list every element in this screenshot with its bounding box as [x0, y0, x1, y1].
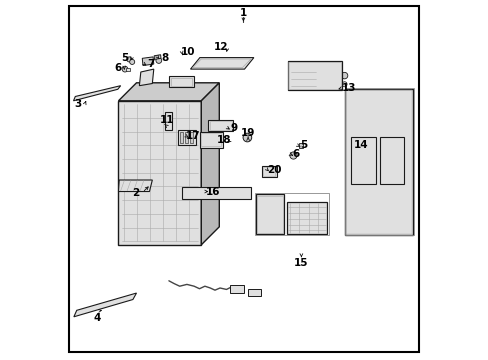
Text: 7: 7	[147, 59, 154, 69]
Circle shape	[156, 58, 162, 63]
Polygon shape	[247, 289, 260, 296]
Bar	[179, 132, 183, 143]
Circle shape	[176, 98, 181, 103]
Polygon shape	[287, 61, 341, 90]
Polygon shape	[142, 57, 153, 66]
Text: 14: 14	[353, 140, 367, 150]
Circle shape	[171, 98, 176, 103]
Text: 10: 10	[181, 47, 195, 57]
Text: 6: 6	[114, 63, 121, 73]
Polygon shape	[261, 166, 276, 177]
Polygon shape	[73, 86, 121, 101]
Circle shape	[341, 72, 347, 79]
Polygon shape	[200, 132, 223, 148]
Bar	[189, 132, 193, 143]
Text: 9: 9	[230, 123, 238, 133]
Circle shape	[244, 190, 250, 196]
Bar	[344, 88, 413, 235]
Circle shape	[187, 190, 193, 196]
Text: 18: 18	[216, 135, 230, 145]
Polygon shape	[230, 285, 244, 293]
Text: 1: 1	[239, 8, 246, 18]
Polygon shape	[154, 55, 161, 59]
Text: 5: 5	[121, 53, 128, 63]
Polygon shape	[139, 69, 153, 86]
Circle shape	[342, 82, 346, 87]
Circle shape	[243, 133, 251, 142]
Text: 3: 3	[74, 99, 81, 109]
Polygon shape	[178, 130, 196, 145]
Circle shape	[182, 190, 187, 196]
Text: 15: 15	[293, 258, 308, 268]
Text: 11: 11	[159, 114, 174, 125]
Text: 8: 8	[161, 53, 168, 63]
Polygon shape	[256, 194, 284, 234]
Text: 16: 16	[205, 186, 220, 197]
Polygon shape	[298, 143, 302, 148]
Polygon shape	[74, 293, 136, 317]
Circle shape	[201, 98, 206, 103]
Text: 5: 5	[300, 140, 307, 150]
Circle shape	[153, 123, 160, 130]
Circle shape	[190, 95, 195, 100]
Text: 19: 19	[241, 128, 255, 138]
Polygon shape	[182, 187, 250, 199]
Circle shape	[289, 152, 296, 159]
Bar	[345, 89, 412, 235]
Text: 12: 12	[213, 42, 228, 52]
Polygon shape	[286, 202, 326, 234]
Bar	[255, 193, 328, 235]
Circle shape	[122, 66, 127, 72]
Text: 13: 13	[341, 83, 355, 93]
Circle shape	[129, 59, 134, 64]
Polygon shape	[126, 68, 130, 71]
Text: 6: 6	[292, 149, 299, 159]
Polygon shape	[208, 120, 232, 131]
Bar	[184, 132, 188, 143]
Polygon shape	[168, 76, 194, 87]
Polygon shape	[201, 83, 219, 245]
Polygon shape	[118, 101, 201, 245]
Polygon shape	[164, 112, 171, 130]
Text: 17: 17	[185, 131, 200, 141]
Circle shape	[184, 95, 189, 100]
Polygon shape	[118, 83, 219, 101]
Text: 20: 20	[266, 165, 281, 175]
Polygon shape	[190, 58, 253, 69]
Circle shape	[142, 74, 148, 80]
Text: 4: 4	[94, 312, 101, 323]
Bar	[350, 137, 375, 184]
Text: 2: 2	[132, 188, 139, 198]
Bar	[379, 137, 404, 184]
Circle shape	[126, 57, 132, 62]
Polygon shape	[118, 180, 152, 192]
